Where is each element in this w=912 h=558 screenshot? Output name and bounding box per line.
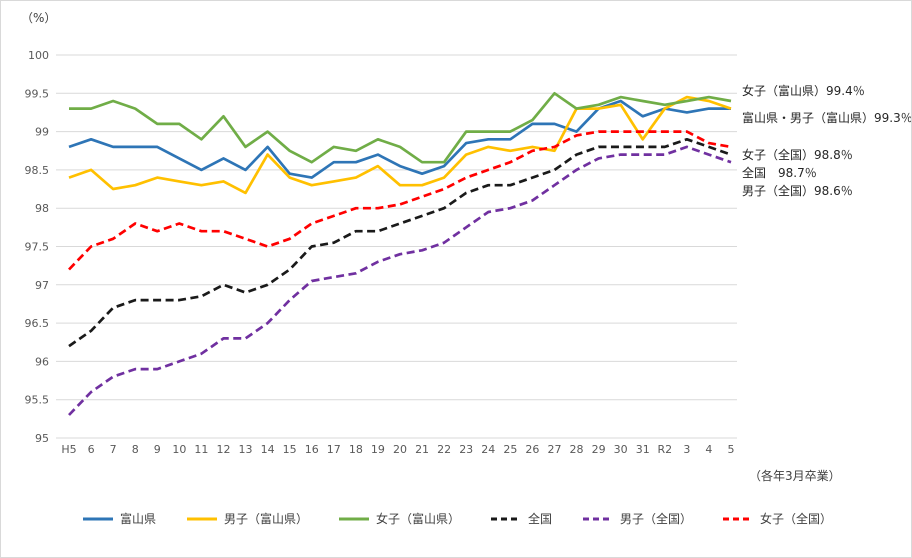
y-axis-tick-label: 96 — [35, 355, 49, 368]
legend-item-5: 女子（全国） — [722, 510, 832, 527]
y-axis-unit-label: （%） — [21, 11, 57, 25]
legend-label: 富山県 — [119, 512, 156, 526]
x-axis-tick-label: 15 — [283, 443, 297, 456]
series-line-4 — [68, 145, 732, 416]
legend-item-4: 男子（全国） — [582, 510, 692, 527]
y-axis-tick-label: 96.5 — [25, 317, 50, 330]
legend-line-marker — [491, 517, 521, 520]
series-line-2 — [69, 91, 732, 164]
x-axis-tick-label: 31 — [636, 443, 650, 456]
x-axis-tick-label: 20 — [393, 443, 407, 456]
legend-item-2: 女子（富山県） — [338, 510, 460, 527]
x-axis-tick-label: 30 — [614, 443, 628, 456]
y-axis-tick-label: 97.5 — [25, 241, 50, 254]
y-axis-tick-label: 97 — [35, 279, 49, 292]
x-axis-tick-label: 18 — [349, 443, 363, 456]
x-axis-tick-label: 10 — [172, 443, 186, 456]
x-axis-tick-label: 16 — [305, 443, 319, 456]
x-axis-tick-label: 11 — [194, 443, 208, 456]
legend-label: 男子（全国） — [620, 512, 693, 526]
legend-item-0: 富山県 — [82, 510, 156, 527]
annotation-girls-toyama: 女子（富山県）99.4％ — [742, 84, 865, 98]
legend-item-3: 全国 — [490, 510, 552, 527]
y-axis-tick-label: 100 — [28, 49, 49, 62]
x-axis-tick-label: 21 — [415, 443, 429, 456]
annotation-girls-national: 女子（全国）98.8％ — [742, 148, 853, 162]
series-line-3 — [68, 137, 732, 348]
legend-label: 全国 — [528, 512, 553, 526]
y-axis-tick-label: 95.5 — [25, 394, 50, 407]
x-axis-tick-label: 24 — [481, 443, 495, 456]
x-axis-tick-label: 8 — [132, 443, 139, 456]
y-axis-tick-label: 98.5 — [25, 164, 50, 177]
series-line-0 — [68, 99, 731, 179]
annotation-toyama-boys-toyama: 富山県・男子（富山県）99.3％ — [742, 111, 912, 125]
x-axis-tick-label: 6 — [88, 443, 95, 456]
legend-line-marker — [338, 517, 369, 520]
legend-label: 女子（全国） — [760, 512, 833, 526]
x-axis-tick-label: 14 — [261, 443, 275, 456]
x-axis-tick-label: 3 — [683, 443, 690, 456]
y-axis-tick-label: 99.5 — [25, 87, 50, 100]
x-axis-tick-label: 9 — [154, 443, 161, 456]
x-axis-tick-label: 26 — [525, 443, 539, 456]
y-axis-tick-label: 95 — [35, 432, 49, 445]
graduation-month-caption: （各年3月卒業） — [749, 469, 841, 483]
x-axis-tick-label: 23 — [459, 443, 473, 456]
x-axis-tick-label: 12 — [216, 443, 230, 456]
x-axis-tick-label: 4 — [705, 443, 712, 456]
x-axis-tick-label: H5 — [61, 443, 76, 456]
chart-legend: 富山県 男子（富山県） 女子（富山県） 全国 男子（全国） 女子（全国） — [1, 510, 911, 527]
y-axis-tick-label: 98 — [35, 202, 49, 215]
x-axis-tick-label: R2 — [657, 443, 672, 456]
x-axis-tick-label: 27 — [547, 443, 561, 456]
legend-line-marker — [186, 517, 217, 520]
x-axis-tick-label: 17 — [327, 443, 341, 456]
x-axis-tick-label: 5 — [728, 443, 735, 456]
annotation-boys-national: 男子（全国）98.6％ — [742, 184, 853, 198]
x-axis-tick-label: 7 — [110, 443, 117, 456]
x-axis-tick-label: 29 — [592, 443, 606, 456]
series-line-1 — [68, 95, 732, 195]
annotation-national: 全国 98.7％ — [742, 166, 817, 180]
x-axis-tick-label: 22 — [437, 443, 451, 456]
y-axis-tick-label: 99 — [35, 126, 49, 139]
x-axis-tick-label: 13 — [239, 443, 253, 456]
x-axis-tick-label: 19 — [371, 443, 385, 456]
x-axis-tick-label: 28 — [570, 443, 584, 456]
x-axis-tick-label: 25 — [503, 443, 517, 456]
legend-item-1: 男子（富山県） — [186, 510, 308, 527]
series-line-5 — [68, 130, 732, 271]
legend-line-marker — [583, 517, 614, 520]
legend-label: 女子（富山県） — [375, 512, 460, 526]
legend-label: 男子（富山県） — [223, 512, 308, 526]
legend-line-marker — [723, 517, 754, 520]
legend-line-marker — [82, 517, 113, 520]
